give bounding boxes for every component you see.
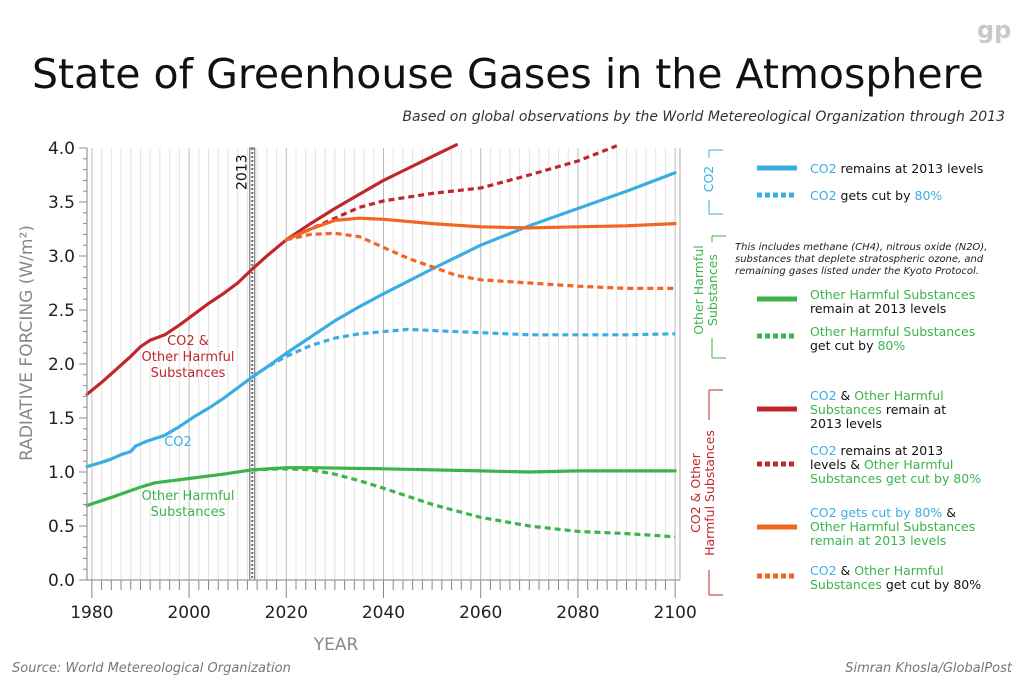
- gp-logo: gp: [977, 16, 1011, 44]
- legend-text-co2-cut: CO2 gets cut by 80%: [810, 188, 942, 203]
- series-mixed_cut: [285, 231, 676, 290]
- legend-note: substances that deplete stratospheric oz…: [735, 254, 984, 265]
- inline-label-co2: CO2: [164, 435, 192, 450]
- legend-text-co2-hold: CO2 remains at 2013 levels: [810, 161, 983, 176]
- author-credit: Simran Khosla/GlobalPost: [845, 661, 1013, 676]
- y-tick-label: 0.5: [48, 517, 75, 537]
- y-tick-label: 1.5: [48, 409, 75, 429]
- y-tick-label: 2.5: [48, 301, 75, 321]
- legend-text-mixed-hold: remain at 2013 levels: [810, 533, 946, 548]
- x-tick-label: 1980: [70, 603, 113, 623]
- legend-text-both-hold: Substances remain at: [810, 402, 946, 417]
- year-marker: 2013: [234, 147, 256, 581]
- legend-text-other-hold: Other Harmful Substances: [810, 287, 975, 302]
- legend-text-both-hold: 2013 levels: [810, 416, 882, 431]
- y-tick-label: 2.0: [48, 355, 75, 375]
- series-both_hold: [85, 143, 458, 396]
- legend-text-both-cut: CO2 remains at 2013: [810, 443, 943, 458]
- chart-subtitle: Based on global observations by the Worl…: [402, 109, 1005, 125]
- legend-note: remaining gases listed under the Kyoto P…: [735, 266, 979, 277]
- legend-group-bg-both: [693, 420, 725, 570]
- x-tick-label: 2000: [167, 603, 210, 623]
- legend-group-label-other: Substances: [705, 254, 720, 326]
- legend-note: This includes methane (CH4), nitrous oxi…: [735, 242, 987, 253]
- y-tick-label: 4.0: [48, 139, 75, 159]
- legend-text-other-cut: Other Harmful Substances: [810, 324, 975, 339]
- chart-title: State of Greenhouse Gases in the Atmosph…: [32, 50, 984, 98]
- y-tick-label: 1.0: [48, 463, 75, 483]
- legend-text-mixed-hold: Other Harmful Substances: [810, 519, 975, 534]
- legend-group-label-co2: CO2: [701, 166, 716, 193]
- legend-group-bg-co2: [702, 158, 716, 200]
- inline-label-both: Substances: [151, 366, 226, 381]
- x-tick-label: 2060: [459, 603, 502, 623]
- x-tick-label: 2100: [654, 603, 697, 623]
- series-other_hold: [85, 466, 677, 508]
- legend: CO2 CO2 remains at 2013 levels CO2 gets cu…: [688, 149, 987, 596]
- plot-axes: [79, 147, 681, 598]
- x-tick-label: 2080: [556, 603, 599, 623]
- legend-text-mixed-cut: Substances get cut by 80%: [810, 577, 981, 592]
- plot-series: [85, 143, 677, 539]
- legend-group-bg-other: [696, 242, 726, 338]
- legend-text-other-cut: get cut by 80%: [810, 338, 905, 353]
- legend-text-other-hold: remain at 2013 levels: [810, 301, 946, 316]
- legend-text-both-hold: CO2 & Other Harmful: [810, 388, 944, 403]
- x-tick-label: 2040: [362, 603, 405, 623]
- inline-label-both: Other Harmful: [142, 350, 235, 365]
- series-co2_hold: [85, 171, 677, 469]
- inline-label-other: Other Harmful: [142, 489, 235, 504]
- tick-labels: 0.0 0.5 1.0 1.5 2.0 2.5 3.0 3.5 4.0 1980 2000 2020 2…: [48, 139, 697, 623]
- legend-text-both-cut: levels & Other Harmful: [810, 457, 953, 472]
- legend-group-label-both: CO2 & Other: [688, 452, 703, 533]
- y-tick-label: 3.5: [48, 193, 75, 213]
- series-mixed_hold: [284, 216, 677, 242]
- x-tick-label: 2020: [265, 603, 308, 623]
- legend-text-mixed-cut: CO2 & Other Harmful: [810, 563, 944, 578]
- legend-group-label-other: Other Harmful: [691, 245, 706, 334]
- inline-label-other: Substances: [151, 505, 226, 520]
- y-tick-label: 0.0: [48, 571, 75, 591]
- y-tick-label: 3.0: [48, 247, 75, 267]
- legend-text-both-cut: Substances get cut by 80%: [810, 471, 981, 486]
- year-marker-label: 2013: [234, 154, 250, 190]
- series-co2_cut: [251, 327, 676, 379]
- source-note: Source: World Metereological Organizatio…: [12, 661, 291, 676]
- x-axis-label: YEAR: [313, 635, 359, 655]
- y-axis-label: RADIATIVE FORCING (W/m²): [17, 225, 37, 461]
- inline-label-both: CO2 &: [167, 334, 209, 349]
- legend-text-mixed-hold: CO2 gets cut by 80% &: [810, 505, 956, 520]
- legend-group-label-both: Harmful Substances: [702, 430, 717, 556]
- series-other_cut: [252, 467, 676, 539]
